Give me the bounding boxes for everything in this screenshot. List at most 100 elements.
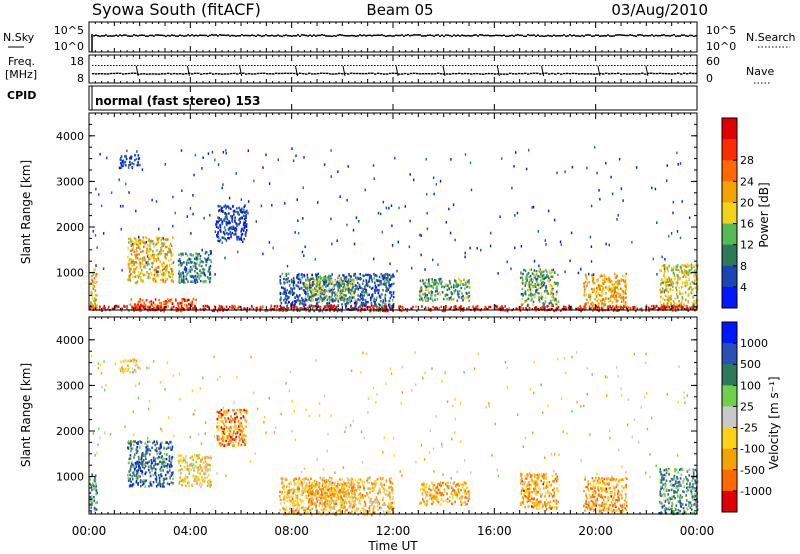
heatmap-cell [385,206,388,210]
heatmap-cell [300,287,303,290]
freq-point [209,72,212,74]
heatmap-cell [122,159,125,162]
heatmap-cell [319,292,322,295]
heatmap-cell [163,452,166,456]
heatmap-cell [222,150,225,154]
heatmap-cell [189,207,192,210]
heatmap-cell [165,305,167,309]
heatmap-cell [359,286,362,289]
heatmap-cell [678,304,680,307]
nave-point [563,65,565,66]
heatmap-cell [524,293,527,296]
heatmap-cell [575,307,577,311]
heatmap-cell [454,238,456,242]
heatmap-cell [606,306,609,309]
heatmap-cell [157,237,160,240]
heatmap-cell [317,201,319,204]
nsky-point [303,34,305,36]
heatmap-cell [687,288,689,291]
heatmap-cell [456,307,459,311]
heatmap-cell [597,291,599,295]
heatmap-cell [146,244,149,247]
heatmap-cell [133,360,135,364]
nave-point [311,65,313,66]
heatmap-cell [364,188,366,192]
heatmap-cell [144,472,146,476]
heatmap-cell [545,288,547,291]
heatmap-cell [236,207,238,210]
heatmap-cell [130,267,132,271]
nsky-point [327,35,329,37]
nsky-point [309,34,311,36]
heatmap-cell [160,263,163,267]
heatmap-cell [282,309,285,312]
heatmap-cell [392,292,395,295]
heatmap-cell [337,297,339,300]
heatmap-cell [91,278,93,281]
heatmap-cell [612,285,615,289]
heatmap-cell [458,290,461,293]
heatmap-cell [137,455,140,459]
heatmap-cell [610,280,613,283]
heatmap-cell [595,295,598,298]
heatmap-cell [137,305,139,309]
heatmap-cell [280,286,283,289]
heatmap-cell [294,302,296,305]
heatmap-cell [135,477,138,480]
heatmap-cell [291,291,294,294]
heatmap-cell [542,307,545,311]
freq-point [497,73,500,75]
heatmap-cell [209,483,211,486]
nave-point [368,65,370,66]
heatmap-cell [120,360,122,363]
heatmap-cell [280,308,282,311]
nave-point [308,65,310,66]
heatmap-cell [580,267,582,271]
nsky-point [491,35,493,37]
heatmap-cell [428,277,431,281]
freq-point [422,72,425,75]
heatmap-cell [664,257,666,261]
heatmap-cell [374,289,376,292]
heatmap-cell [415,305,417,308]
heatmap-cell [139,479,142,482]
heatmap-cell [321,292,323,295]
heatmap-cell [162,469,164,472]
nave-point [149,65,151,66]
heatmap-cell [129,237,132,241]
heatmap-cell [125,182,127,186]
heatmap-cell [172,273,174,276]
nsky-point [339,34,341,36]
heatmap-cell [156,306,158,309]
heatmap-cell [562,308,564,311]
heatmap-cell [361,307,364,311]
nave-point [437,65,439,66]
heatmap-cell [91,473,93,477]
heatmap-cell [241,240,244,243]
heatmap-cell [242,214,245,217]
heatmap-cell [145,471,147,474]
nave-point [290,65,292,66]
heatmap-cell [337,308,340,311]
nsky-point [645,34,647,37]
heatmap-cell [163,478,165,482]
heatmap-cell [346,299,348,302]
heatmap-cell [457,277,460,281]
heatmap-cell [133,453,136,456]
heatmap-cell [373,277,375,280]
heatmap-cell [181,298,183,301]
freq-point [167,72,170,75]
heatmap-cell [604,275,607,278]
heatmap-cell [351,307,353,310]
nave-point [359,65,361,66]
freq-point [677,72,680,74]
heatmap-cell [143,301,145,305]
nsky-point [497,34,499,37]
heatmap-cell [588,293,590,297]
heatmap-cell [319,286,322,289]
heatmap-cell [163,301,165,305]
heatmap-cell [675,287,677,290]
heatmap-cell [377,288,379,292]
heatmap-cell [389,278,391,281]
heatmap-cell [110,191,113,194]
